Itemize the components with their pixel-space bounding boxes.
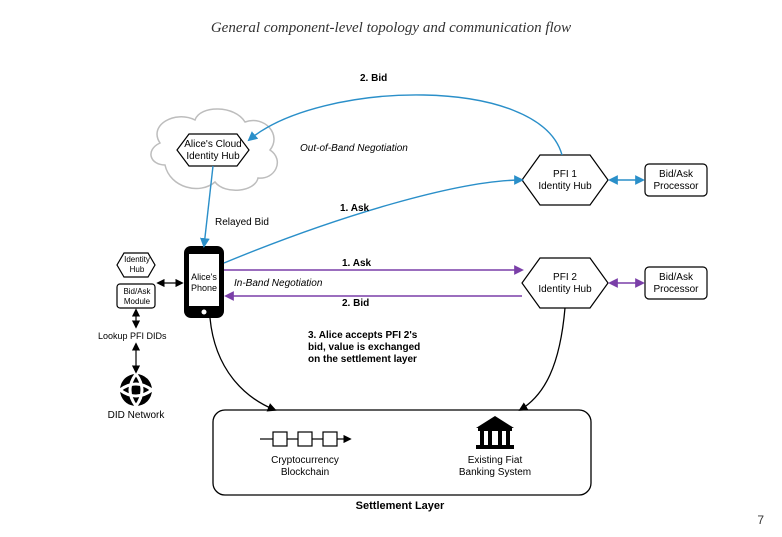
label-identity-hub-small: Identity Hub bbox=[118, 255, 156, 274]
phone-home-button bbox=[202, 310, 207, 315]
label-alice-cloud-hub: Alice's Cloud Identity Hub bbox=[180, 139, 246, 163]
label-bidask-proc-2: Bid/Ask Processor bbox=[647, 272, 705, 296]
edge-phone-settlement bbox=[210, 318, 275, 410]
settlement-container bbox=[213, 410, 591, 495]
edge-label-2bid-top: 2. Bid bbox=[360, 73, 387, 85]
label-settlement-layer: Settlement Layer bbox=[340, 500, 460, 513]
did-network-icon bbox=[120, 374, 152, 406]
edge-label-lookup-pfi: Lookup PFI DIDs bbox=[98, 331, 167, 342]
label-alice-phone: Alice's Phone bbox=[190, 272, 218, 294]
label-fiat-banking: Existing Fiat Banking System bbox=[450, 455, 540, 479]
label-pfi2-hub: PFI 2 Identity Hub bbox=[530, 272, 600, 296]
bank-icon bbox=[476, 416, 514, 449]
page-number: 7 bbox=[757, 513, 764, 527]
label-pfi1-hub: PFI 1 Identity Hub bbox=[530, 169, 600, 193]
blockchain-icon bbox=[260, 432, 350, 446]
edge-label-relayed-bid: Relayed Bid bbox=[215, 217, 269, 229]
label-crypto-blockchain: Cryptocurrency Blockchain bbox=[260, 455, 350, 479]
edge-pfi2-settlement bbox=[520, 308, 565, 410]
label-bidask-module: Bid/Ask Module bbox=[118, 287, 156, 306]
label-did-network: DID Network bbox=[100, 410, 172, 422]
edge-label-in-band: In-Band Negotiation bbox=[234, 278, 322, 290]
edge-label-2bid-mid: 2. Bid bbox=[342, 298, 369, 310]
edge-label-out-of-band: Out-of-Band Negotiation bbox=[300, 143, 408, 155]
label-bidask-proc-1: Bid/Ask Processor bbox=[647, 169, 705, 193]
edge-label-accept: 3. Alice accepts PFI 2's bid, value is e… bbox=[308, 330, 448, 366]
edge-label-1ask-mid: 1. Ask bbox=[342, 258, 371, 270]
edge-label-1ask-top: 1. Ask bbox=[340, 203, 369, 215]
